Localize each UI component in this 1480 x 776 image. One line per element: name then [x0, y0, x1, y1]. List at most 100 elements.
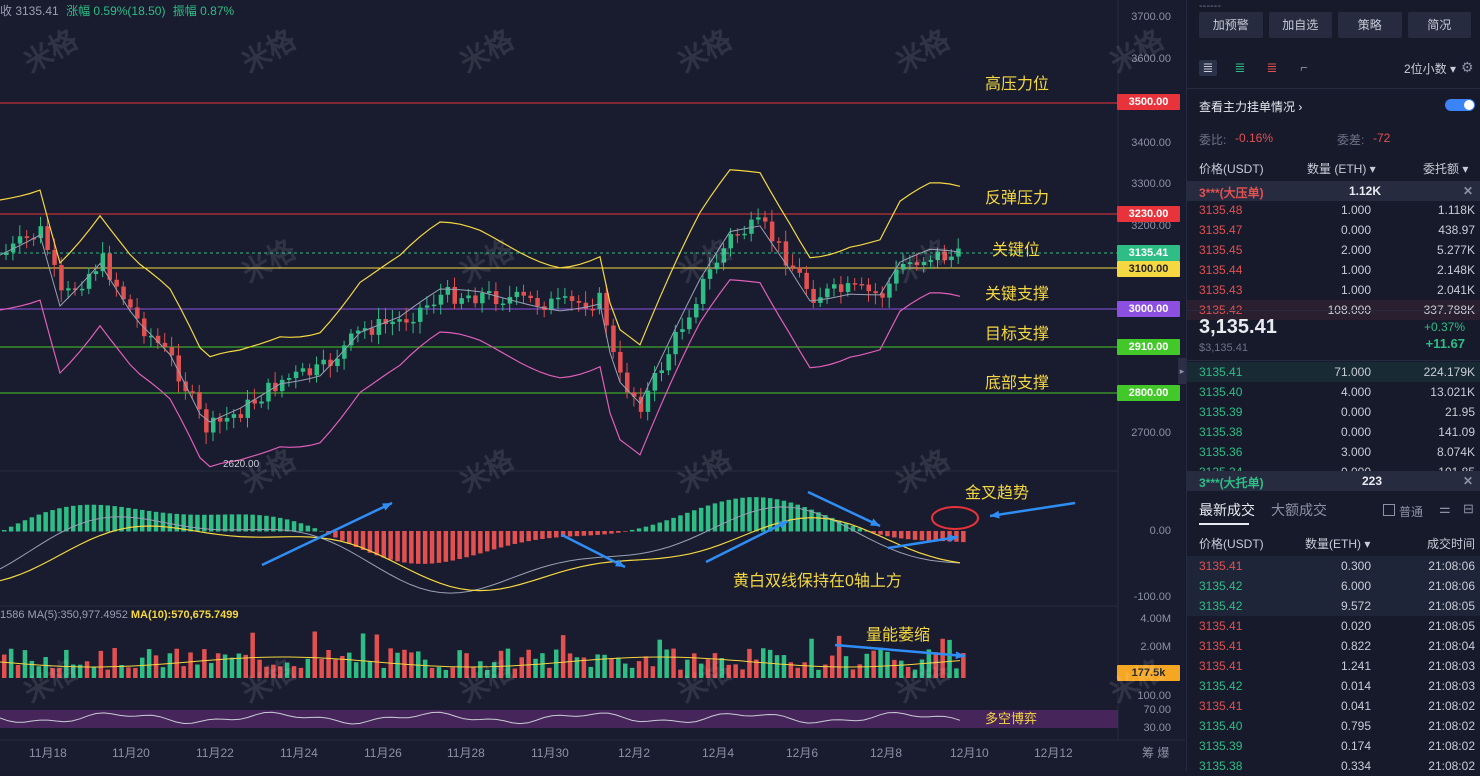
- candle-body: [480, 293, 485, 304]
- ob-header-qty[interactable]: 数量 (ETH) ▾: [1307, 162, 1376, 176]
- blue-arrow-head: [948, 534, 958, 543]
- price-tag-3100: 3100.00: [1117, 261, 1180, 277]
- volume-bar: [933, 652, 938, 678]
- big-bid-row[interactable]: 3***(大托单) 223 ✕: [1187, 471, 1480, 491]
- orderbook-both-icon[interactable]: ≣: [1199, 60, 1217, 76]
- big-ask-qty: 1.12K: [1349, 184, 1382, 198]
- macd-bar: [422, 531, 428, 564]
- price-chart-canvas[interactable]: [0, 0, 1185, 771]
- add-alert-button[interactable]: 加预警: [1199, 12, 1263, 38]
- annotation-rebound-resistance: 反弹压力: [985, 190, 1050, 207]
- close-icon[interactable]: ✕: [1463, 474, 1474, 488]
- tab-latest-trades[interactable]: 最新成交: [1199, 502, 1255, 518]
- settings-icon[interactable]: ⚙: [1461, 59, 1474, 75]
- volume-bar: [685, 659, 690, 678]
- ask-row[interactable]: 3135.43 1.000 2.041K: [1187, 280, 1480, 300]
- row-value: 21:08:02: [1428, 699, 1475, 713]
- ask-row[interactable]: 3135.45 2.000 5.277K: [1187, 240, 1480, 260]
- orderbook-toolbar: ≣ ≣ ≣ ⌐ 2位小数 ▾ ⚙: [1199, 58, 1475, 80]
- x-axis-label: 11月22: [196, 746, 234, 760]
- macd-bar: [222, 514, 228, 532]
- bid-row[interactable]: 3135.40 4.000 13.021K: [1187, 382, 1480, 402]
- ask-row[interactable]: 3135.47 0.000 438.97: [1187, 220, 1480, 240]
- volume-bar: [464, 653, 469, 678]
- ask-row[interactable]: 3135.44 1.000 2.148K: [1187, 260, 1480, 280]
- decimals-dropdown[interactable]: 2位小数 ▾: [1404, 62, 1457, 76]
- macd-bar: [167, 513, 173, 532]
- volume-bar: [133, 667, 138, 678]
- macd-bar: [933, 531, 938, 541]
- candle-body: [376, 319, 382, 335]
- macd-bar: [50, 510, 55, 532]
- row-price: 3135.36: [1199, 445, 1243, 459]
- trade-row[interactable]: 3135.41 0.020 21:08:05: [1187, 616, 1480, 636]
- row-qty: 71.000: [1334, 365, 1371, 379]
- volume-bar: [823, 664, 828, 678]
- orderbook-depth-icon[interactable]: ⌐: [1300, 60, 1308, 75]
- tab-large-trades[interactable]: 大额成交: [1271, 502, 1327, 518]
- macd-bar: [347, 531, 352, 544]
- strategy-button[interactable]: 策略: [1338, 12, 1402, 38]
- macd-bar: [236, 514, 242, 532]
- volume-bar: [340, 655, 345, 678]
- volume-bar: [112, 648, 117, 678]
- macd-bar: [312, 528, 317, 532]
- candle-body: [121, 286, 126, 300]
- trade-row[interactable]: 3135.39 0.174 21:08:02: [1187, 736, 1480, 756]
- row-price: 3135.42: [1199, 579, 1243, 593]
- volume-bar: [43, 657, 48, 678]
- trade-row[interactable]: 3135.42 0.014 21:08:03: [1187, 676, 1480, 696]
- bid-row[interactable]: 3135.36 3.000 8.074K: [1187, 442, 1480, 462]
- more-icon[interactable]: ⊟: [1463, 501, 1474, 516]
- candle-body: [38, 226, 43, 239]
- macd-bar: [657, 522, 662, 532]
- orderbook-bids-icon[interactable]: ≣: [1234, 60, 1246, 75]
- trade-row[interactable]: 3135.42 9.572 21:08:05: [1187, 596, 1480, 616]
- main-orders-toggle[interactable]: [1445, 99, 1475, 111]
- bid-row[interactable]: 3135.41 71.000 224.179K: [1187, 362, 1480, 382]
- macd-bar: [360, 531, 366, 550]
- x-axis-tools[interactable]: 筹 爆: [1142, 746, 1170, 760]
- ask-row[interactable]: 3135.48 1.000 1.118K: [1187, 200, 1480, 220]
- candle-body: [914, 262, 920, 266]
- macd-bar: [119, 506, 124, 532]
- normal-filter-checkbox[interactable]: [1383, 504, 1395, 516]
- candle-body: [66, 288, 71, 291]
- trade-row[interactable]: 3135.42 6.000 21:08:06: [1187, 576, 1480, 596]
- trade-row[interactable]: 3135.41 0.822 21:08:04: [1187, 636, 1480, 656]
- collapse-sidebar-handle[interactable]: ▸: [1178, 358, 1186, 384]
- oscillator-band: [0, 710, 1118, 728]
- volume-bar: [381, 667, 386, 678]
- macd-bar: [22, 520, 28, 532]
- trade-row[interactable]: 3135.41 0.041 21:08:02: [1187, 696, 1480, 716]
- overview-button[interactable]: 简况: [1407, 12, 1471, 38]
- volume-bar: [347, 652, 352, 678]
- volume-bar: [733, 664, 738, 678]
- volume-bar: [222, 654, 228, 678]
- volume-bar: [795, 667, 800, 678]
- trade-row[interactable]: 3135.41 0.300 21:08:06: [1187, 556, 1480, 576]
- add-watchlist-button[interactable]: 加自选: [1268, 12, 1332, 38]
- chart-pane[interactable]: 收 3135.41 涨幅 0.59%(18.50) 振幅 0.87% 高压力位 …: [0, 0, 1186, 771]
- candle-body: [500, 303, 506, 306]
- close-icon[interactable]: ✕: [1463, 184, 1474, 198]
- blue-arrow: [887, 535, 959, 550]
- trade-row[interactable]: 3135.38 0.334 21:08:02: [1187, 756, 1480, 776]
- volume-bar: [188, 652, 193, 678]
- macd-bar: [15, 523, 21, 532]
- bid-row[interactable]: 3135.38 0.000 141.09: [1187, 422, 1480, 442]
- volume-bar: [740, 669, 745, 678]
- wei-cha-value: -72: [1373, 131, 1391, 145]
- macd-bar: [388, 531, 393, 560]
- volume-bar: [747, 648, 752, 678]
- trade-header-qty[interactable]: 数量(ETH) ▾: [1305, 537, 1371, 551]
- trade-row[interactable]: 3135.40 0.795 21:08:02: [1187, 716, 1480, 736]
- orderbook-asks-icon[interactable]: ≣: [1266, 60, 1278, 75]
- filter-icon[interactable]: ⚌: [1439, 501, 1451, 516]
- bid-row[interactable]: 3135.39 0.000 21.95: [1187, 402, 1480, 422]
- ob-header-total[interactable]: 委托额 ▾: [1423, 162, 1469, 176]
- main-orders-link[interactable]: 查看主力挂单情况 ›: [1199, 98, 1302, 115]
- trade-row[interactable]: 3135.41 1.241 21:08:03: [1187, 656, 1480, 676]
- big-ask-row[interactable]: 3***(大压单) 1.12K ✕: [1187, 181, 1480, 201]
- volume-bar: [119, 665, 124, 678]
